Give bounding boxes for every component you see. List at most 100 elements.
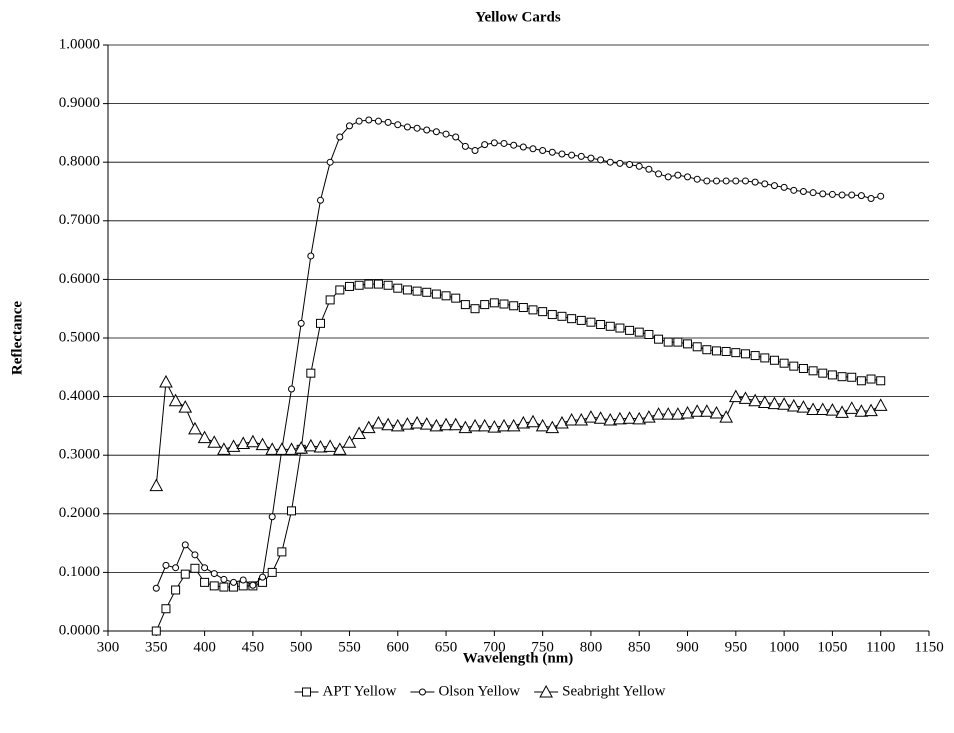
data-point [655,170,663,178]
y-tick-label: 0.0000 [59,622,100,638]
data-point [548,148,556,156]
data-point [149,478,164,492]
y-tick-label: 0.9000 [59,95,100,111]
data-point [780,183,788,191]
data-point [364,279,374,289]
data-point [413,124,421,132]
data-point [497,418,511,432]
x-axis-label: Wavelength (nm) [463,650,573,666]
data-point [303,438,318,452]
x-tick-label: 950 [725,639,748,655]
data-point [448,417,463,431]
data-point [577,152,585,160]
data-point [460,300,470,310]
data-point [538,307,548,317]
data-point [835,405,849,418]
data-point [394,121,402,129]
data-point [827,370,837,380]
data-point [750,351,760,361]
data-point [712,346,722,356]
data-point [819,190,827,198]
data-point [422,287,432,297]
data-point [307,252,315,260]
data-point [403,123,411,131]
data-point [509,301,519,311]
data-point [732,177,740,185]
data-point [371,415,386,429]
x-tick-label: 900 [676,639,699,655]
data-point [828,190,836,198]
data-point [635,162,643,170]
data-point [315,318,325,328]
data-point [316,196,324,204]
data-point [761,180,769,188]
data-point [684,173,692,181]
y-tick-label: 1.0000 [59,36,100,52]
data-point [864,403,878,417]
legend-marker [418,688,426,696]
data-point [674,171,682,179]
data-point [663,337,673,347]
data-point [342,435,357,448]
data-point [468,418,482,432]
legend-marker [302,687,312,697]
data-point [171,585,181,595]
data-point [217,442,231,455]
data-point [246,434,260,448]
data-point [719,410,734,423]
x-tick-label: 700 [483,639,506,655]
data-point [439,417,453,431]
data-point [191,551,199,559]
data-point [489,298,499,308]
data-point [480,300,490,310]
data-point [671,407,685,420]
data-point [625,325,635,335]
x-tick-label: 1100 [866,639,895,655]
data-point [162,561,170,569]
data-point [259,573,267,581]
data-point [796,400,811,413]
data-point [673,337,683,347]
data-point [470,304,480,314]
data-point [284,442,299,455]
data-point [249,581,257,589]
data-point [680,405,695,419]
data-point [325,295,335,305]
data-point [180,569,190,579]
data-point [400,417,415,430]
data-point [799,188,807,195]
data-point [499,299,509,309]
data-point [555,415,569,429]
data-point [837,372,847,382]
data-point [336,133,344,141]
data-point [709,405,724,419]
data-point [615,323,625,333]
x-tick-label: 300 [97,639,120,655]
data-point [844,401,859,414]
data-point [412,286,422,296]
data-point [692,342,702,352]
data-point [596,320,606,330]
data-point [786,398,801,412]
y-tick-label: 0.8000 [59,154,100,170]
data-point [461,142,469,150]
data-point [294,441,309,454]
data-point [306,368,316,378]
data-point [877,192,885,200]
data-point [526,414,540,428]
data-point [721,346,731,356]
data-point [519,143,527,151]
legend-label: APT Yellow [323,683,397,699]
data-point [471,146,479,154]
data-point [809,189,817,197]
data-point [713,177,721,185]
data-point [651,407,666,420]
x-tick-label: 650 [435,639,458,655]
data-point [777,397,791,410]
data-point [152,584,160,592]
data-point [838,191,846,199]
legend-label: Olson Yellow [438,683,520,699]
data-point [500,139,508,147]
data-point [373,279,383,289]
data-point [644,329,654,339]
